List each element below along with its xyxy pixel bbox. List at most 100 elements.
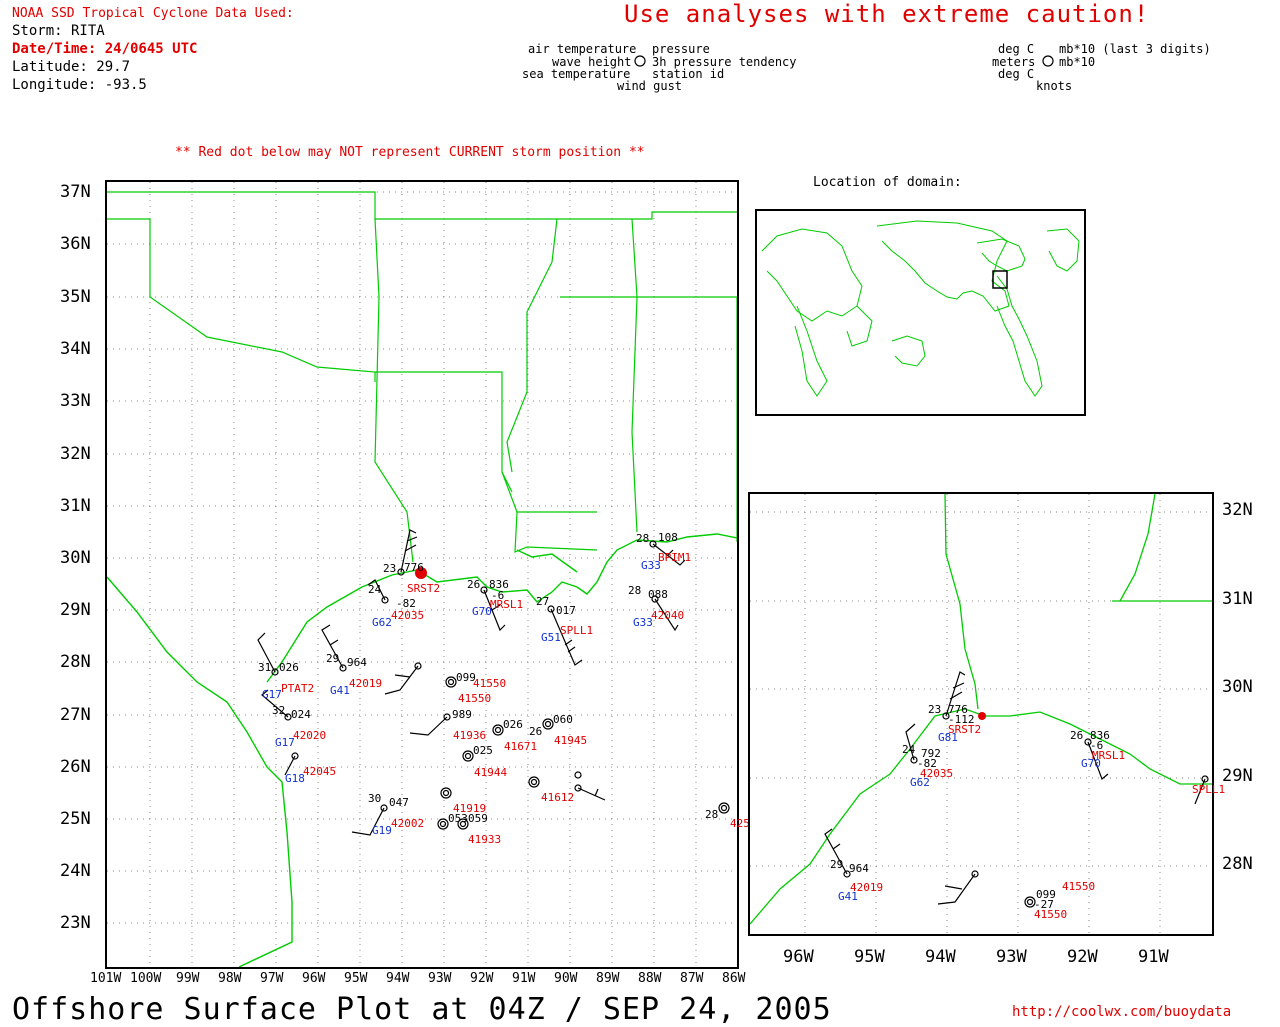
legend-mb10: mb*10 [1059,55,1096,69]
zoom-42035-tendency: -82 [917,757,937,770]
41933-id: 41933 [468,833,502,846]
station-circle-cluster-b [574,784,582,792]
lon-label-90w: 90W [554,971,578,986]
42035-id: 42035 [391,609,425,622]
station-circles [271,540,730,830]
lon-label-97w: 97W [260,971,284,986]
mrsl1-temp: 26 [467,578,481,591]
red-dot-note: ** Red dot below may NOT represent CURRE… [175,145,645,160]
zoom-coastline [750,494,1212,925]
bpim1-id: BPIM1 [658,551,692,564]
41945-pressure: 060 [553,713,573,726]
legend-mb-last3: mb*10 (last 3 digits) [1059,42,1211,56]
lon-label-93w: 93W [428,971,452,986]
41933-pressure-b: 059 [468,812,488,825]
lat-label-32n: 32N [60,444,91,464]
legend-pressure-tendency: 3h pressure tendency [652,55,797,69]
lon-label-101w: 101W [90,971,122,986]
lat-label-25n: 25N [60,809,91,829]
42045-id: 42045 [303,765,337,778]
zoom-storm-dot [978,712,986,720]
station-circle-srst2 [397,568,405,576]
bpim1-gust: G33 [641,559,661,572]
zoom-mrsl1-id: MRSL1 [1092,749,1126,762]
zoom-mrsl1-tendency: -6 [1090,739,1104,752]
zoom-lat-28n: 28N [1222,854,1253,874]
legend-air-temp: air temperature [528,42,637,56]
legend-station-id: station id [652,67,725,81]
storm-position-dot [415,567,427,579]
srst2-pressure: 776 [404,561,424,574]
41945-id: 41945 [554,734,588,747]
41550-pressure: 099 [456,671,476,684]
zoom-42035-pressure: 792 [921,747,941,760]
41933-pressure-a: 053 [448,812,468,825]
lon-label-98w: 98W [218,971,242,986]
lat-label-29n: 29N [60,600,91,620]
bpim1-temp: 28 [636,532,650,545]
42002-pressure: 047 [389,796,409,809]
zoom-srst2-pressure: 776 [948,703,968,716]
lon-label-92w: 92W [470,971,494,986]
42019-pressure: 964 [347,656,367,669]
42002-temp: 30 [368,792,382,805]
zoom-lon-95w: 95W [854,947,885,967]
zoom-41550-id-a: 41550 [1062,880,1096,893]
42020-gust: G17 [275,736,295,749]
source-label: NOAA SSD Tropical Cyclone Data Used: [12,6,294,21]
zoom-wind-barbs [824,671,1206,905]
zoom-srst2-id: SRST2 [948,723,982,736]
station-circle-41543 [437,818,449,830]
42002-gust: G19 [372,824,392,837]
42040-gust: G33 [633,616,653,629]
mrsl1-gust: G70 [472,605,492,618]
42019-id: 42019 [349,677,383,690]
lat-label-37n: 37N [60,182,91,202]
lon-label-91w: 91W [512,971,536,986]
ptat2-temp: 31 [258,661,272,674]
zoom-srst2-temp: 23 [928,703,942,716]
storm-longitude: Longitude: -93.5 [12,77,147,93]
zoom-42019-temp: 29 [830,858,844,871]
zoom-42019-pressure: 964 [849,862,869,875]
bpim1-pressure: 108 [658,531,678,544]
world-coastlines [761,220,1080,397]
zoom-mrsl1-gust: G70 [1081,757,1101,770]
zoom-lat-30n: 30N [1222,677,1253,697]
station-circle-42535 [718,802,730,814]
lon-label-95w: 95W [344,971,368,986]
zoom-station-circles [843,712,1209,908]
station-circle-41936 [443,713,451,721]
station-circle-ptat2 [271,668,279,676]
station-circle-42035 [381,596,389,604]
lon-label-87w: 87W [680,971,704,986]
42002-id: 42002 [391,817,425,830]
41612-id: 41612 [541,791,575,804]
42035-tendency: -82 [396,597,416,610]
zoom-lat-31n: 31N [1222,589,1253,609]
lat-label-28n: 28N [60,652,91,672]
station-circle-41671 [492,724,504,736]
spll1-temp: 27 [536,595,550,608]
42019-temp: 29 [326,652,340,665]
42019-gust: G41 [330,684,350,697]
zoom-lon-96w: 96W [783,947,814,967]
41936-id: 41936 [453,729,487,742]
legend-deg-c-bottom: deg C [998,67,1035,81]
zoom-lon-94w: 94W [925,947,956,967]
station-circle-42002 [380,804,388,812]
srst2-temp: 23 [383,562,397,575]
zoom-mrsl1-pressure: 836 [1090,729,1110,742]
station-circle-bpim1 [649,540,657,548]
zoom-42035-gust: G62 [910,776,930,789]
42020-pressure: 024 [291,708,311,721]
zoom-lon-91w: 91W [1138,947,1169,967]
footer-url[interactable]: http://coolwx.com/buoydata [1012,1004,1232,1020]
world-inset-panel [755,209,1086,416]
zoom-srst2-tendency: -112 [948,713,975,726]
station-circle-41612 [528,776,540,788]
41936-pressure: 989 [452,708,472,721]
lat-label-26n: 26N [60,757,91,777]
zoom-map-svg [750,494,1212,934]
